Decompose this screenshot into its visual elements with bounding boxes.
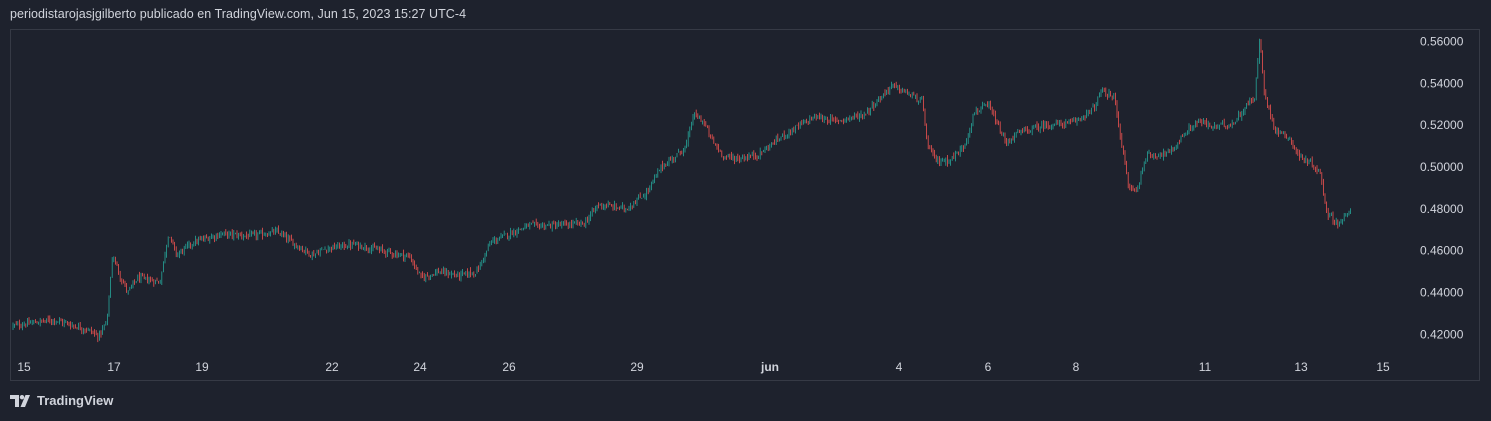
x-tick-label: 19 <box>195 360 209 374</box>
y-tick-label: 0.56000 <box>1420 34 1464 48</box>
y-tick-label: 0.44000 <box>1420 285 1464 299</box>
tradingview-logo-icon <box>10 394 32 408</box>
x-tick-label: 13 <box>1294 360 1308 374</box>
x-tick-label: 29 <box>630 360 644 374</box>
x-tick-label: 8 <box>1073 360 1080 374</box>
time-axis: 15 17 19 22 24 26 29 jun 4 6 8 11 13 15 <box>17 360 1390 374</box>
y-tick-label: 0.50000 <box>1420 160 1464 174</box>
x-tick-label: 22 <box>325 360 339 374</box>
footer-brand[interactable]: TradingView <box>10 393 113 408</box>
price-axis: 0.56000 0.54000 0.52000 0.50000 0.48000 0.460… <box>1420 34 1464 341</box>
x-tick-label: 24 <box>413 360 427 374</box>
x-tick-label: 11 <box>1199 360 1212 374</box>
x-tick-label: 15 <box>17 360 31 374</box>
y-tick-label: 0.46000 <box>1420 244 1464 258</box>
y-tick-label: 0.42000 <box>1420 327 1464 341</box>
y-tick-label: 0.54000 <box>1420 76 1464 90</box>
x-tick-label: 4 <box>896 360 903 374</box>
x-tick-label: 6 <box>985 360 992 374</box>
candles-layer <box>12 38 1351 343</box>
y-tick-label: 0.52000 <box>1420 118 1464 132</box>
publisher-line: periodistarojasjgilberto publicado en Tr… <box>10 7 467 21</box>
candlestick-chart[interactable]: 0.56000 0.54000 0.52000 0.50000 0.48000 0.460… <box>10 29 1480 381</box>
x-tick-label: jun <box>760 360 779 374</box>
chart-frame <box>10 29 1480 381</box>
x-tick-label: 26 <box>502 360 516 374</box>
y-tick-label: 0.48000 <box>1420 202 1464 216</box>
x-tick-label: 15 <box>1376 360 1390 374</box>
x-tick-label: 17 <box>107 360 121 374</box>
brand-name: TradingView <box>37 393 114 408</box>
